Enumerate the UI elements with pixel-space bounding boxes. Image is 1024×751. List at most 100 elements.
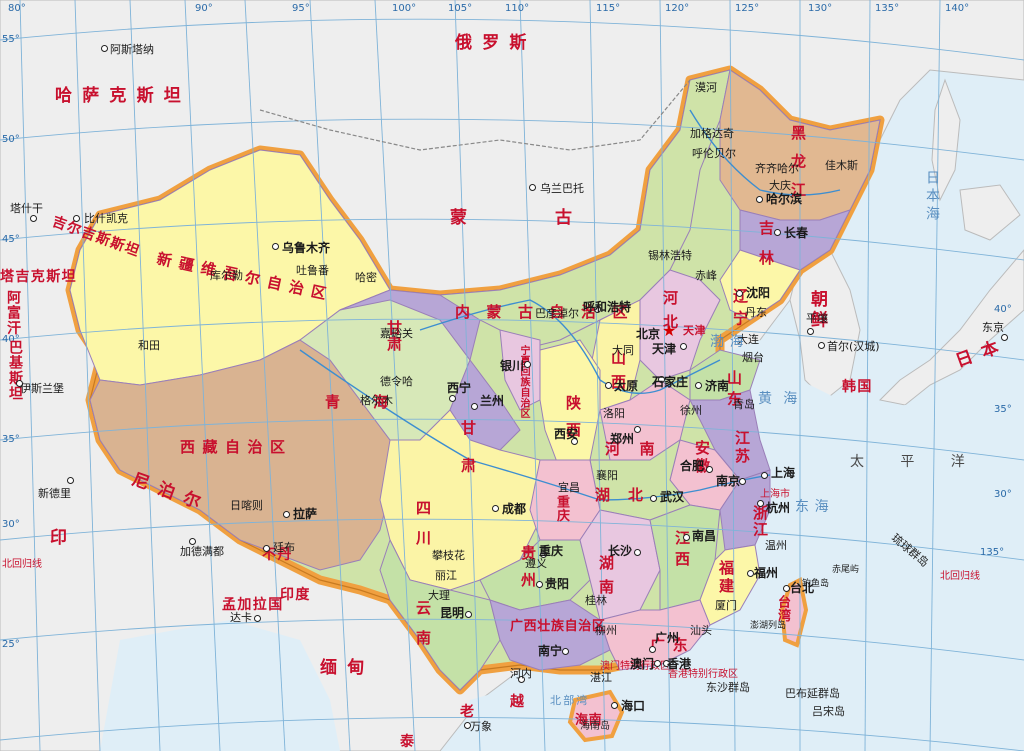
city-yinchuan: 银川 [500, 359, 525, 373]
prov-fujian: 福建 [717, 560, 735, 596]
city-fuzhou: 福州 [754, 566, 779, 580]
city-dot [783, 585, 790, 592]
town-daqing: 大庆 [769, 179, 791, 192]
island-batan: 巴布延群岛 [785, 687, 840, 700]
town-chifeng: 赤峰 [695, 269, 717, 282]
region-hunan [579, 509, 661, 621]
city-dot [492, 505, 499, 512]
country-mongolia-a: 蒙 [450, 208, 478, 228]
city-dot [571, 438, 578, 445]
city-dot [449, 395, 456, 402]
grid-label-right: 135° [980, 547, 1005, 558]
city-dot [757, 500, 764, 507]
city-dot [739, 478, 746, 485]
mongolia-border [259, 79, 691, 151]
city-hongkong: 香港 [667, 657, 692, 671]
city-dot [650, 495, 657, 502]
region-yunnan [379, 538, 501, 691]
prov-gansu: 甘肃 [385, 320, 403, 352]
prov-liaoning: 辽宁 [731, 288, 749, 333]
label-macau-sar: 澳门特别行政区 [600, 661, 670, 672]
town-tulufan: 吐鲁番 [296, 264, 329, 277]
town-lijiang: 丽江 [435, 569, 457, 582]
region-xizang [89, 339, 391, 571]
city-dot [518, 676, 525, 683]
city-thimphu: 廷布 [273, 541, 295, 554]
town-hetian: 和田 [138, 339, 160, 352]
city-dot [807, 328, 814, 335]
town-xiangyang: 襄阳 [596, 469, 618, 482]
town-xuzhou: 徐州 [680, 404, 702, 417]
city-dot [654, 660, 661, 667]
city-dot [605, 382, 612, 389]
city-shenyang: 沈阳 [746, 286, 771, 300]
grid-label-top: 110° [505, 3, 530, 14]
prov-henan: 河南 [605, 440, 675, 458]
town-rikaze: 日喀则 [230, 499, 263, 512]
city-nanchang: 南昌 [692, 529, 717, 543]
town-hami: 哈密 [355, 271, 377, 284]
country-india-small: 印度 [280, 587, 311, 603]
grid-label-left: 55° [2, 34, 20, 45]
city-dot [761, 472, 768, 479]
city-dot [254, 615, 261, 622]
region-liaoning [719, 249, 801, 321]
city-islamabad: 伊斯兰堡 [20, 382, 64, 395]
grid-label-left: 35° [2, 434, 20, 445]
town-jiamusi: 佳木斯 [825, 159, 858, 172]
city-dot [524, 361, 531, 368]
sea-donghai: 东海 [795, 499, 835, 515]
city-dot [101, 45, 108, 52]
country-bhutan: 不丹 [262, 547, 293, 563]
town-hulunbeier: 呼伦贝尔 [692, 147, 736, 160]
city-beijing: 北京 [636, 327, 661, 341]
city-xian: 西安 [554, 427, 579, 441]
city-dot [263, 545, 270, 552]
city-shijiazhuang: 石家庄 [652, 375, 689, 389]
grid-label-top: 105° [448, 3, 473, 14]
grid-label-top: 115° [596, 3, 621, 14]
grid-label-top: 120° [665, 3, 690, 14]
prov-hebei: 河北 [661, 290, 679, 338]
town-xilinhaote: 锡林浩特 [648, 249, 692, 262]
grid-label-top: 135° [875, 3, 900, 14]
grid-label-top: 125° [735, 3, 760, 14]
island-diaoyu: 钓鱼岛 [802, 579, 830, 589]
town-zhanjiang: 湛江 [590, 671, 612, 684]
town-yichang: 宜昌 [558, 481, 580, 494]
prov-shanxi: 山西 [609, 350, 627, 398]
city-dot [30, 215, 37, 222]
prov-chongqing: 重庆 [554, 495, 569, 523]
city-lanzhou: 兰州 [480, 394, 505, 408]
grid-label-top: 95° [292, 3, 310, 14]
town-panzhihua: 攀枝花 [432, 549, 465, 562]
country-thailand: 泰 [400, 734, 416, 750]
island-chiwei: 赤尾屿 [832, 565, 860, 575]
sea-taipingyang: 太平洋 [850, 454, 1002, 470]
sea-huanghai: 黄海 [758, 391, 809, 407]
country-laos: 老 [460, 704, 476, 720]
city-nanning: 南宁 [538, 644, 563, 658]
town-dali: 大理 [428, 589, 450, 602]
city-guangzhou: 广州 [655, 631, 680, 645]
rivers [299, 109, 841, 501]
town-kuerle: 库尔勒 [210, 269, 243, 282]
prov-hubei: 湖北 [595, 486, 662, 504]
island-hainan: 海南岛 [580, 721, 610, 732]
prov-sichuan: 四川 [414, 500, 432, 560]
town-luoyang: 洛阳 [603, 407, 625, 420]
city-haikou: 海口 [621, 699, 646, 713]
grid-label-right: 30° [994, 489, 1012, 500]
city-dot [471, 403, 478, 410]
city-dot [663, 660, 670, 667]
town-mohe: 漠河 [695, 81, 717, 94]
land-japan [878, 249, 1024, 406]
grid-label-left: 40° [2, 334, 20, 345]
prov-xizang: 西藏自治区 [180, 438, 293, 456]
city-astana: 阿斯塔纳 [110, 43, 154, 56]
grid-label-top: 140° [945, 3, 970, 14]
city-shanghai: 上海 [771, 466, 796, 480]
prov-guizhou: 贵州 [519, 545, 537, 599]
region-guangxi [489, 599, 611, 671]
city-hangzhou: 杭州 [766, 501, 791, 515]
